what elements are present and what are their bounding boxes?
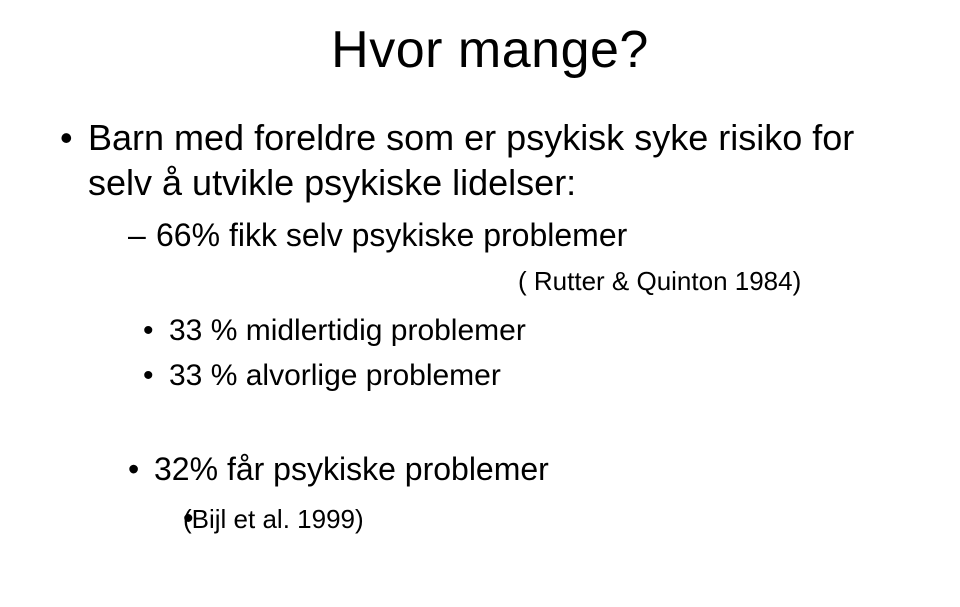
- citation: (Bijl et al. 1999): [183, 504, 364, 534]
- citation: ( Rutter & Quinton 1984): [88, 265, 920, 298]
- citation-item: (Bijl et al. 1999): [183, 499, 920, 538]
- bullet-list: Barn med foreldre som er psykisk syke ri…: [60, 115, 920, 395]
- slide-title: Hvor mange?: [60, 20, 920, 80]
- second-list: • 32% får psykiske problemer: [60, 449, 920, 491]
- sub-sub-bullet-text: 33 % alvorlige problemer: [169, 359, 501, 392]
- sub-bullet-text: 66% fikk selv psykiske problemer: [156, 217, 627, 253]
- sub-bullet-list: 66% fikk selv psykiske problemer: [88, 215, 920, 257]
- bullet-item: • 32% får psykiske problemer: [128, 449, 920, 491]
- sub-sub-bullet-list: 33 % midlertidig problemer 33 % alvorlig…: [88, 311, 920, 395]
- spacer: [60, 409, 920, 439]
- bullet-text: 32% får psykiske problemer: [154, 451, 549, 487]
- citation-list: (Bijl et al. 1999): [60, 499, 920, 538]
- sub-sub-bullet-item: 33 % alvorlige problemer: [143, 356, 920, 395]
- sub-sub-bullet-item: 33 % midlertidig problemer: [143, 311, 920, 350]
- slide: Hvor mange? Barn med foreldre som er psy…: [0, 0, 960, 607]
- sub-bullet-item: 66% fikk selv psykiske problemer: [128, 215, 920, 257]
- bullet-item: Barn med foreldre som er psykisk syke ri…: [60, 115, 920, 395]
- sub-sub-bullet-text: 33 % midlertidig problemer: [169, 314, 526, 347]
- bullet-text: Barn med foreldre som er psykisk syke ri…: [88, 117, 854, 203]
